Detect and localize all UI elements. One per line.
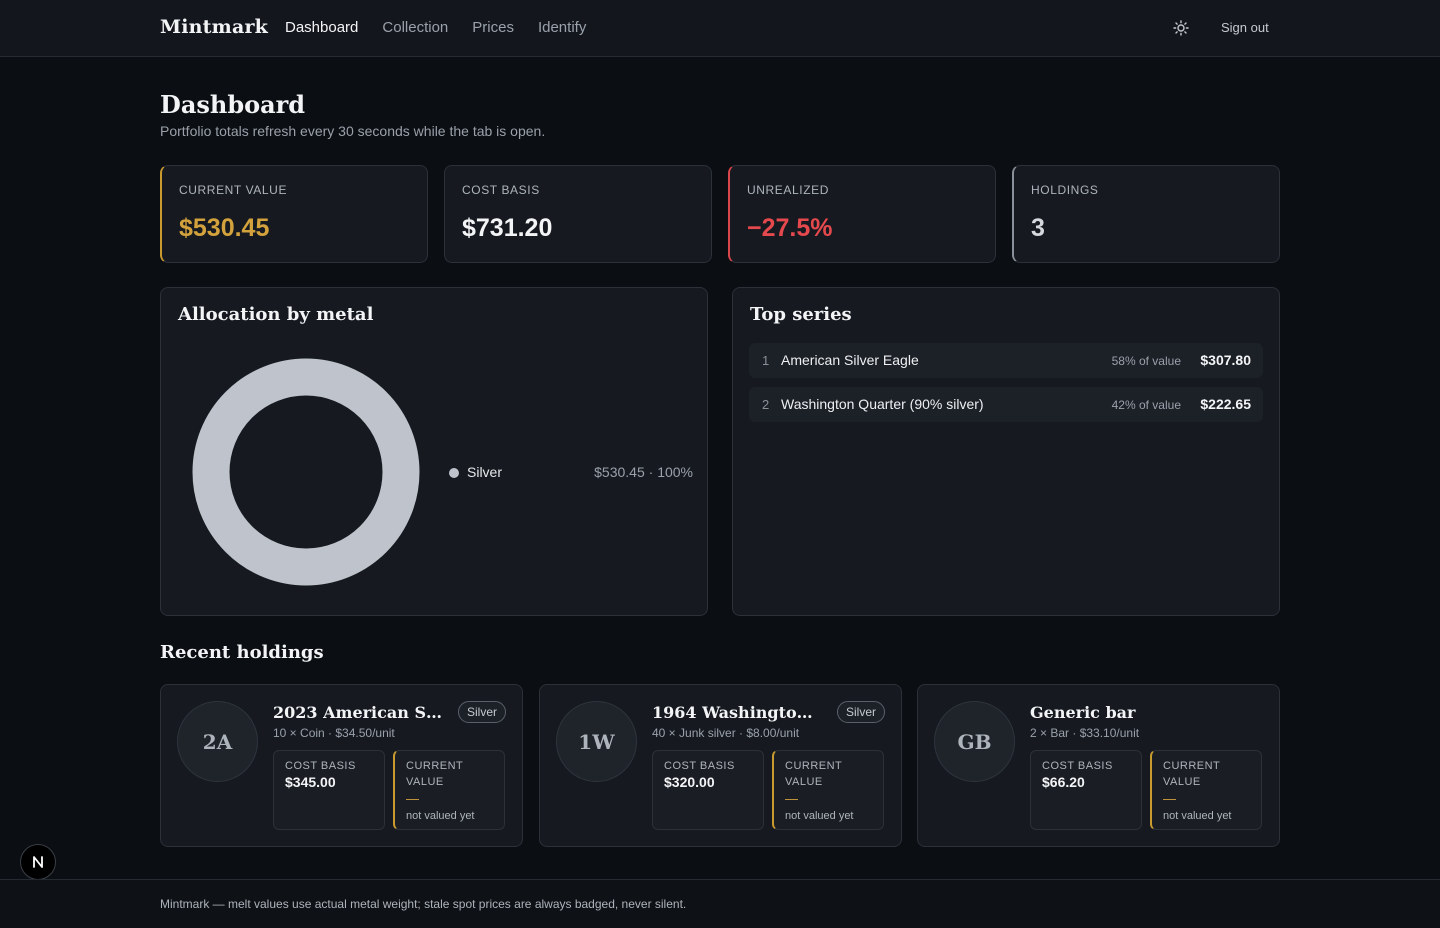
nav-prices[interactable]: Prices [472, 19, 514, 36]
footer: Mintmark — melt values use actual metal … [0, 879, 1440, 928]
top-series-title: Top series [750, 304, 852, 325]
series-percent: 42% of value [1111, 398, 1181, 412]
current-value-dash: — [1163, 791, 1176, 806]
holding-meta: 2 × Bar · $33.10/unit [1030, 726, 1140, 740]
cost-basis-label: COST BASIS [285, 760, 356, 772]
sign-out-button[interactable]: Sign out [1221, 20, 1269, 35]
current-value-box: CURRENT VALUE — not valued yet [1150, 750, 1262, 830]
cost-basis-box: COST BASIS $345.00 [273, 750, 385, 830]
brand-logo[interactable]: Mintmark [160, 16, 269, 38]
legend-value: $530.45 · 100% [594, 464, 693, 480]
series-name: Washington Quarter (90% silver) [781, 396, 984, 412]
top-series-panel: Top series 1 American Silver Eagle 58% o… [732, 287, 1280, 616]
current-value-box: CURRENT VALUE — not valued yet [772, 750, 884, 830]
allocation-panel: Allocation by metal Silver $530.45 · 100… [160, 287, 708, 616]
current-value-label: CURRENT VALUE [1163, 760, 1221, 788]
series-percent: 58% of value [1111, 354, 1181, 368]
legend-swatch [449, 468, 459, 478]
holding-card[interactable]: 2A 2023 American Silver Eagle Silver 10 … [160, 684, 523, 847]
cost-basis-box: COST BASIS $66.20 [1030, 750, 1142, 830]
page-title: Dashboard [160, 90, 306, 119]
holding-avatar: 1W [556, 701, 637, 782]
metal-badge: Silver [457, 701, 506, 723]
series-row[interactable]: 1 American Silver Eagle 58% of value $30… [749, 343, 1263, 378]
current-value-box: CURRENT VALUE — not valued yet [393, 750, 505, 830]
cost-basis-value: $320.00 [664, 774, 715, 790]
series-value: $307.80 [1200, 352, 1251, 368]
series-row[interactable]: 2 Washington Quarter (90% silver) 42% of… [749, 387, 1263, 422]
stat-value: $530.45 [179, 214, 270, 242]
stat-label: COST BASIS [462, 183, 540, 197]
holding-avatar: GB [934, 701, 1015, 782]
stat-unrealized: UNREALIZED −27.5% [728, 165, 996, 263]
stat-cost-basis: COST BASIS $731.20 [444, 165, 712, 263]
nav-collection[interactable]: Collection [382, 19, 449, 36]
cost-basis-box: COST BASIS $320.00 [652, 750, 764, 830]
holding-avatar: 2A [177, 701, 258, 782]
holding-title[interactable]: Generic bar [1030, 703, 1136, 722]
holding-card[interactable]: GB Generic bar 2 × Bar · $33.10/unit COS… [917, 684, 1280, 847]
sun-icon [1173, 20, 1189, 36]
holding-title[interactable]: 2023 American Silver Eagle [273, 703, 443, 722]
series-rank: 2 [762, 397, 770, 412]
stat-label: HOLDINGS [1031, 183, 1099, 197]
legend-label: Silver [467, 464, 503, 480]
not-valued-note: not valued yet [785, 810, 854, 822]
stat-value: −27.5% [747, 214, 833, 242]
current-value-dash: — [406, 791, 419, 806]
dev-tools-badge[interactable] [20, 844, 56, 880]
nav-identify[interactable]: Identify [537, 19, 587, 36]
holding-card[interactable]: 1W 1964 Washington Quarter Silver 40 × J… [539, 684, 902, 847]
series-name: American Silver Eagle [781, 352, 919, 368]
recent-holdings-title: Recent holdings [160, 642, 324, 663]
allocation-title: Allocation by metal [178, 304, 374, 325]
cost-basis-value: $66.20 [1042, 774, 1085, 790]
main-nav: Dashboard Collection Prices Identify [285, 19, 586, 36]
donut-slice-silver[interactable] [192, 358, 420, 586]
series-value: $222.65 [1200, 396, 1251, 412]
n-logo-icon [33, 856, 43, 868]
stat-value: 3 [1031, 214, 1045, 242]
series-rank: 1 [762, 353, 770, 368]
current-value-dash: — [785, 791, 798, 806]
cost-basis-label: COST BASIS [1042, 760, 1113, 772]
top-nav-bar: Mintmark Dashboard Collection Prices Ide… [0, 0, 1440, 57]
stat-label: UNREALIZED [747, 183, 830, 197]
holding-meta: 10 × Coin · $34.50/unit [273, 726, 395, 740]
current-value-label: CURRENT VALUE [785, 760, 843, 788]
allocation-donut-chart [192, 358, 420, 586]
holding-title[interactable]: 1964 Washington Quarter [652, 703, 822, 722]
metal-badge: Silver [836, 701, 885, 723]
holding-meta: 40 × Junk silver · $8.00/unit [652, 726, 800, 740]
stat-value: $731.20 [462, 214, 553, 242]
not-valued-note: not valued yet [1163, 810, 1232, 822]
stat-label: CURRENT VALUE [179, 183, 288, 197]
theme-toggle-button[interactable] [1170, 17, 1192, 39]
page-subtitle: Portfolio totals refresh every 30 second… [160, 123, 546, 139]
legend-item-silver: Silver $530.45 · 100% [449, 463, 693, 483]
cost-basis-label: COST BASIS [664, 760, 735, 772]
stat-holdings: HOLDINGS 3 [1012, 165, 1280, 263]
not-valued-note: not valued yet [406, 810, 475, 822]
cost-basis-value: $345.00 [285, 774, 336, 790]
nav-dashboard[interactable]: Dashboard [285, 19, 359, 36]
footer-note: Mintmark — melt values use actual metal … [160, 897, 687, 911]
stat-current-value: CURRENT VALUE $530.45 [160, 165, 428, 263]
current-value-label: CURRENT VALUE [406, 760, 464, 788]
